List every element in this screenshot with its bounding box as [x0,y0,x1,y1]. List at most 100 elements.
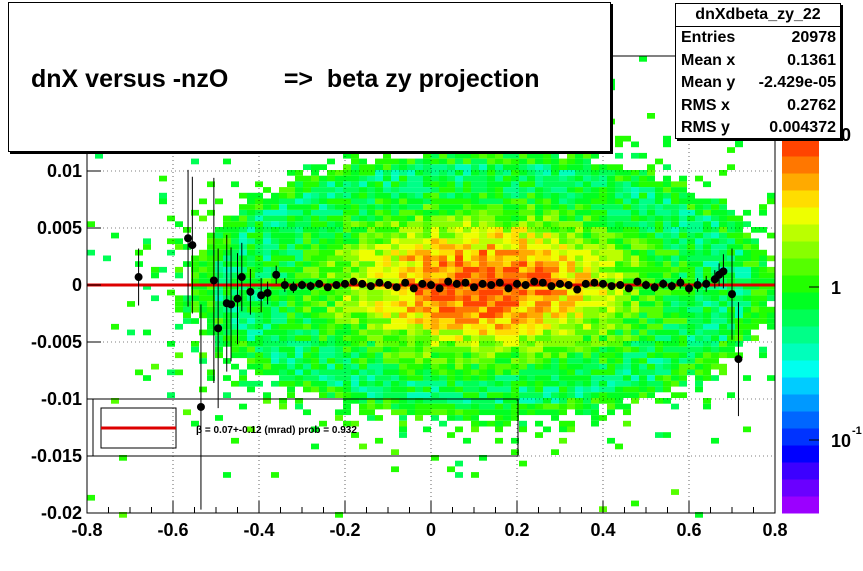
heatmap-cell [639,221,647,227]
heatmap-cell [319,244,327,250]
heatmap-cell [599,238,607,245]
heatmap-cell [583,318,591,324]
heatmap-cell [159,192,167,199]
heatmap-cell [431,301,439,307]
heatmap-cell [519,158,527,165]
heatmap-cell [359,221,367,227]
heatmap-cell [479,221,487,227]
heatmap-cell [735,341,743,347]
heatmap-cell [703,272,711,279]
heatmap-cell [503,158,511,165]
heatmap-cell [175,272,183,279]
heatmap-cell [535,392,543,398]
heatmap-cell [407,249,415,256]
heatmap-cell [191,341,199,347]
heatmap-cell [679,181,687,188]
heatmap-cell [239,227,247,233]
heatmap-cell [255,323,263,330]
legend-outer-box [92,398,519,457]
heatmap-cell [143,375,151,381]
heatmap-cell [607,380,615,387]
heatmap-cell [623,335,631,341]
heatmap-cell [647,227,655,233]
heatmap-cell [703,369,711,376]
heatmap-cell [359,363,367,370]
heatmap-cell [559,164,567,170]
heatmap-cell [399,255,407,262]
heatmap-cell [711,437,719,444]
heatmap-cell [447,244,455,250]
heatmap-cell [751,261,759,267]
heatmap-cell [439,369,447,376]
heatmap-cell [703,352,711,359]
heatmap-cell [415,323,423,330]
heatmap-cell [639,238,647,245]
heatmap-cell [455,244,463,250]
heatmap-cell [623,301,631,307]
heatmap-cell [359,261,367,267]
heatmap-cell [375,312,383,319]
heatmap-cell [711,346,719,353]
heatmap-cell [591,312,599,319]
heatmap-cell [383,158,391,165]
profile-point [233,294,242,303]
heatmap-cell [479,380,487,387]
heatmap-cell [519,192,527,199]
heatmap-cell [263,209,271,216]
heatmap-cell [391,204,399,210]
heatmap-cell [711,358,719,364]
heatmap-cell [559,398,567,404]
heatmap-cell [639,380,647,387]
heatmap-cell [663,284,671,290]
heatmap-cell [503,244,511,250]
colorbar-band [782,326,819,344]
heatmap-cell [487,187,495,193]
heatmap-cell [455,181,463,188]
heatmap-cell [671,489,679,495]
heatmap-cell [415,306,423,313]
heatmap-cell [495,358,503,364]
heatmap-cell [647,363,655,370]
heatmap-cell [759,255,767,262]
heatmap-cell [367,187,375,193]
heatmap-cell [631,341,639,347]
heatmap-cell [511,323,519,330]
heatmap-cell [567,204,575,210]
heatmap-cell [503,164,511,170]
heatmap-cell [327,266,335,273]
heatmap-cell [399,312,407,319]
heatmap-cell [575,306,583,313]
heatmap-cell [343,358,351,364]
heatmap-cell [615,392,623,398]
heatmap-cell [559,266,567,273]
heatmap-cell [431,323,439,330]
heatmap-cell [311,363,319,370]
heatmap-cell [383,238,391,245]
heatmap-cell [607,358,615,364]
heatmap-cell [391,466,399,473]
heatmap-cell [575,346,583,353]
heatmap-cell [615,204,623,210]
heatmap-cell [655,289,663,296]
heatmap-cell [215,318,223,324]
heatmap-cell [551,312,559,319]
heatmap-cell [415,232,423,239]
heatmap-cell [719,170,727,176]
heatmap-cell [599,232,607,239]
heatmap-cell [415,204,423,210]
heatmap-cell [655,306,663,313]
heatmap-cell [511,164,519,170]
heatmap-cell [535,181,543,188]
heatmap-cell [439,164,447,170]
heatmap-cell [383,244,391,250]
heatmap-cell [359,181,367,188]
heatmap-cell [487,215,495,222]
heatmap-cell [583,312,591,319]
heatmap-cell [615,152,623,159]
stats-label: Entries [681,29,736,46]
heatmap-cell [647,113,655,119]
heatmap-cell [535,187,543,193]
heatmap-cell [351,420,359,427]
heatmap-cell [543,249,551,256]
heatmap-cell [375,392,383,398]
